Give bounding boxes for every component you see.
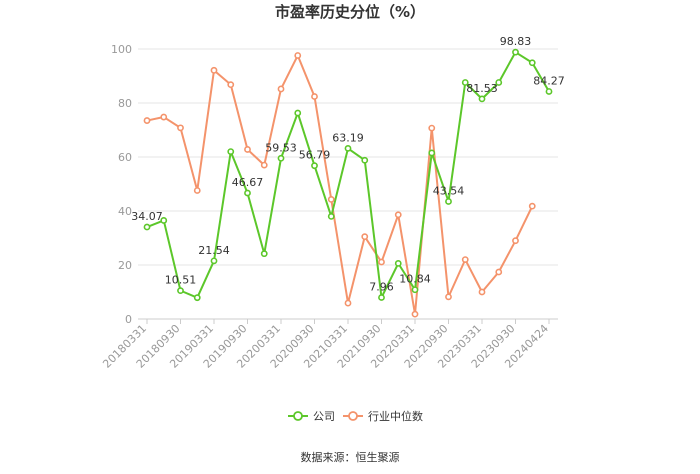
point-company: [495, 79, 503, 86]
legend-label: 公司: [313, 410, 335, 423]
point-industry-median: [411, 310, 419, 318]
chart-title: 市盈率历史分位（%）: [275, 3, 425, 21]
point-company: [545, 88, 553, 95]
legend[interactable]: 公司 行业中位数: [288, 409, 423, 423]
point-industry-median: [394, 211, 402, 219]
point-industry-median: [244, 146, 251, 153]
data-label: 10.84: [399, 273, 431, 286]
legend-swatch-marker: [293, 411, 303, 421]
point-industry-median: [461, 256, 469, 263]
data-label: 43.54: [433, 184, 465, 197]
point-company: [244, 189, 251, 197]
data-label: 63.19: [332, 131, 364, 144]
point-company: [478, 95, 486, 103]
data-label: 10.51: [165, 274, 197, 287]
series-line-industry-median: [146, 54, 534, 316]
point-industry-median: [495, 268, 503, 276]
point-company: [361, 156, 369, 164]
y-tick-label: 60: [118, 151, 132, 164]
point-industry-median: [478, 288, 486, 296]
point-company: [177, 287, 184, 295]
y-tick-label: 0: [125, 313, 132, 326]
data-label: 84.27: [533, 74, 565, 87]
point-company: [528, 59, 536, 67]
data-label: 56.79: [299, 149, 331, 162]
y-tick-label: 20: [118, 259, 132, 272]
point-company: [160, 217, 168, 224]
point-company: [143, 223, 151, 231]
source-note: 数据来源：恒生聚源: [301, 450, 400, 464]
point-industry-median: [294, 52, 302, 59]
point-industry-median: [177, 124, 184, 132]
point-company: [193, 294, 201, 302]
data-label: 34.07: [131, 210, 163, 223]
legend-label: 行业中位数: [368, 409, 423, 423]
point-company: [428, 149, 436, 157]
point-company: [461, 79, 469, 86]
point-company: [512, 48, 519, 56]
point-industry-median: [143, 117, 151, 124]
point-company: [311, 162, 318, 170]
point-company: [210, 257, 218, 265]
data-label: 7.96: [369, 281, 394, 294]
point-industry-median: [227, 81, 235, 89]
y-tick-label: 40: [118, 205, 132, 218]
point-industry-median: [428, 124, 436, 132]
point-company: [294, 109, 302, 117]
point-company: [445, 198, 452, 205]
point-industry-median: [528, 202, 536, 210]
data-label: 21.54: [198, 244, 230, 257]
data-label: 46.67: [232, 176, 264, 189]
point-company: [327, 212, 335, 220]
point-industry-median: [311, 93, 318, 100]
legend-swatch-marker: [348, 411, 358, 421]
legend-item-company[interactable]: 公司: [288, 410, 335, 423]
y-axis: 0 20 40 60 80 100: [111, 43, 132, 326]
point-industry-median: [277, 85, 285, 93]
point-industry-median: [512, 237, 519, 245]
point-industry-median: [361, 233, 369, 241]
point-company: [260, 250, 268, 258]
point-industry-median: [210, 66, 218, 74]
point-industry-median: [344, 299, 352, 307]
x-axis: 2018033120180930201903312019093020200331…: [100, 319, 551, 371]
data-label: 59.53: [265, 141, 297, 154]
series-points: [143, 48, 553, 318]
point-company: [277, 154, 285, 162]
point-industry-median: [193, 187, 201, 194]
data-label: 98.83: [500, 35, 532, 48]
y-tick-label: 80: [118, 97, 132, 110]
legend-item-industry-median[interactable]: 行业中位数: [343, 409, 423, 423]
point-company: [378, 294, 385, 301]
point-company: [411, 286, 419, 294]
point-industry-median: [327, 195, 335, 203]
point-industry-median: [445, 293, 452, 301]
point-company: [394, 259, 402, 267]
point-company: [344, 144, 352, 152]
point-industry-median: [260, 161, 268, 169]
point-industry-median: [378, 258, 385, 266]
data-label: 81.53: [466, 82, 498, 95]
grid: [138, 48, 558, 320]
point-company: [227, 148, 235, 155]
point-industry-median: [160, 113, 168, 121]
y-tick-label: 100: [111, 43, 132, 56]
